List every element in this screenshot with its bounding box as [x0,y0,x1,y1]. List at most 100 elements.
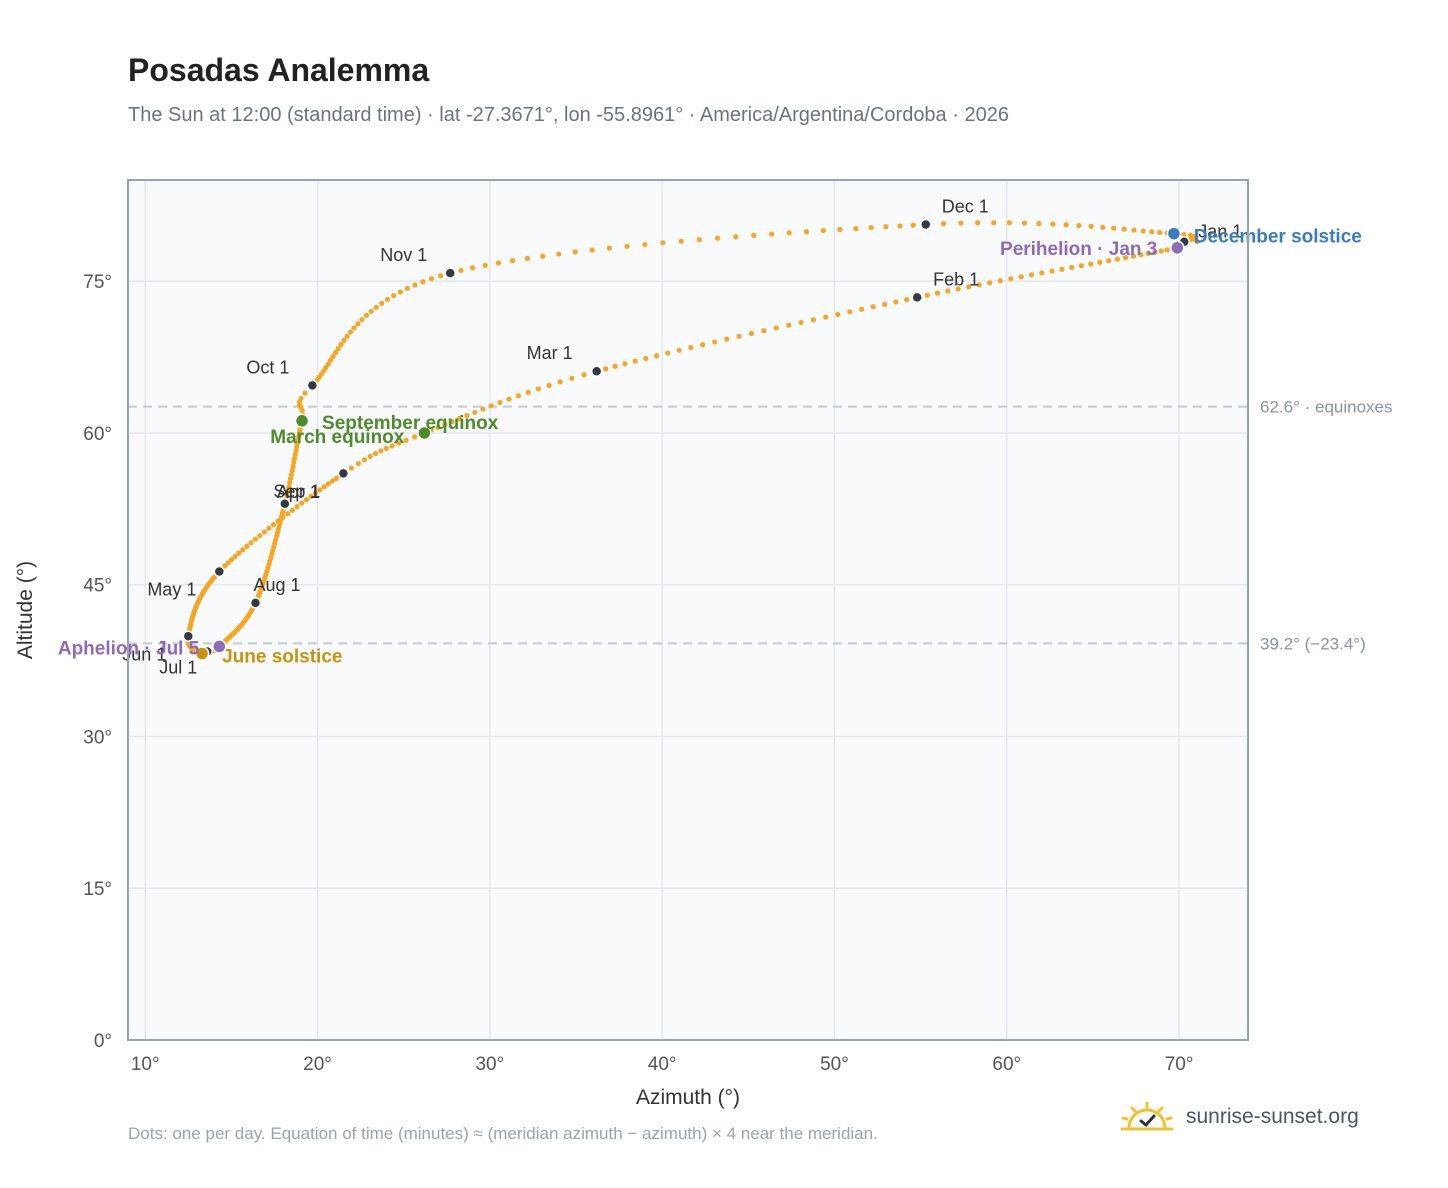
day-dot [482,262,488,268]
day-dot [372,450,379,457]
month-label: Jul 1 [159,657,197,677]
day-dot [287,480,293,486]
x-tick-label: 40° [648,1054,677,1075]
day-dot [835,311,841,318]
day-dot [569,375,575,381]
day-dot [332,350,339,356]
day-dot [557,379,563,385]
event-label: December solstice [1194,227,1362,248]
month-marker [911,291,923,304]
day-dot [292,455,298,461]
day-dot [228,557,235,563]
chart-subtitle: The Sun at 12:00 (standard time) · lat -… [128,104,1009,126]
day-dot [333,475,339,481]
x-tick-label: 10° [131,1054,160,1075]
month-label: Dec 1 [942,197,989,217]
y-axis-label: Altitude (°) [14,561,37,659]
day-dot [347,329,354,335]
day-dot [525,389,531,395]
day-dot [412,282,418,288]
day-dot [348,465,354,471]
day-dot [897,223,903,229]
day-dot [1006,220,1012,226]
brand-name: sunrise-sunset.org [1186,1105,1359,1128]
y-tick-label: 15° [83,879,112,900]
day-dot [270,522,277,528]
day-dot [761,328,767,334]
day-dot [361,457,368,463]
day-dot [284,492,290,499]
day-dot [769,231,775,237]
brand[interactable]: sunrise-sunset.org [1120,1102,1359,1132]
day-dot [976,282,982,288]
event-label: September equinox [322,413,499,434]
day-dot [1039,270,1045,276]
day-dot [286,484,292,490]
day-dot [1036,220,1042,227]
day-dot [329,478,335,484]
day-dot [1028,272,1035,278]
day-dot [288,471,295,478]
day-dot [1063,222,1069,228]
day-dot [449,418,455,425]
day-dot [1088,223,1094,229]
month-label: Aug 1 [254,575,301,595]
day-dot [1008,276,1014,282]
day-dot [308,493,314,499]
day-dot [997,278,1003,284]
day-dot [338,341,344,348]
day-dot [1018,274,1024,280]
day-dot [603,366,609,372]
day-dot [355,460,361,467]
x-tick-label: 50° [820,1054,849,1075]
day-dot [724,336,730,342]
day-dot [411,434,418,440]
day-dot [882,301,888,307]
day-dot [958,220,964,226]
day-dot [335,346,341,352]
day-dot [622,361,628,367]
month-marker [306,379,319,392]
chart-title: Posadas Analemma [128,52,430,88]
month-marker [182,630,195,643]
event-marker [294,413,310,429]
day-dot [581,372,587,378]
day-dot [1078,263,1084,269]
day-dot [359,316,365,323]
day-dot [396,440,402,446]
day-dot [236,550,242,556]
day-dot [285,488,291,494]
day-dot [1122,255,1129,261]
day-dot [248,540,254,546]
day-dot [480,406,486,412]
day-dot [266,525,272,531]
day-dot [751,232,757,238]
day-dot [853,225,859,232]
day-dot [748,330,755,337]
month-label: Jan 1 [1198,222,1242,242]
day-dot [803,229,810,235]
day-dot [287,476,294,482]
day-dot [786,230,792,236]
day-dot [312,490,319,496]
day-dot [252,536,258,542]
event-marker [212,639,227,654]
day-dot [1114,256,1120,262]
day-dot [556,251,562,257]
day-dot [1145,250,1151,257]
day-dot [1059,266,1065,272]
month-label: Sep 1 [273,481,320,501]
day-dot [632,358,638,364]
day-dot [1050,221,1056,227]
x-tick-label: 30° [475,1054,504,1075]
day-dot [351,325,357,331]
day-dot [303,497,310,503]
event-marker [1170,240,1185,256]
day-dot [327,357,334,363]
day-dot [404,285,411,292]
day-dot [379,300,385,306]
x-tick-label: 70° [1165,1054,1194,1075]
day-dot [285,511,291,517]
day-dot [859,306,865,312]
